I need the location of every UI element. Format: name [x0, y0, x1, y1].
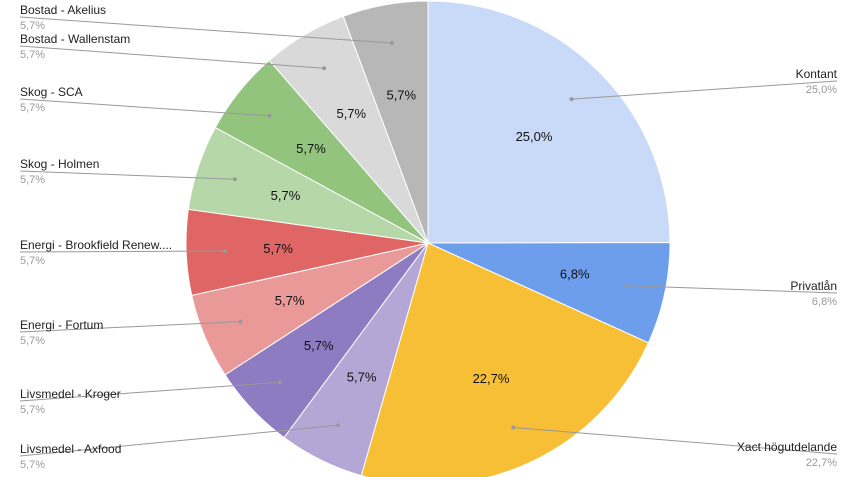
- callout-name-kontant: Kontant: [796, 67, 838, 81]
- callout-value-energi-fortum: 5,7%: [20, 335, 45, 347]
- callout-line-privatl-n: [626, 285, 838, 294]
- callout-value-xact-h-gutdelande: 22,7%: [806, 457, 837, 469]
- callout-line-skog-sca: [19, 98, 270, 117]
- callout-dot-skog-holmen: [232, 177, 237, 182]
- callout-line-livsmedel-axfood: [19, 424, 339, 457]
- callout-dot-bostad-akelius: [389, 41, 394, 45]
- callout-dot-energi-brookfield-renew: [222, 249, 227, 253]
- slice-value-label-energi-brookfield-renew: 5,7%: [263, 241, 293, 256]
- callout-value-privatl-n: 6,8%: [812, 296, 837, 308]
- callout-line-xact-h-gutdelande: [513, 427, 838, 455]
- callout-line-skog-holmen: [19, 170, 235, 180]
- callout-value-bostad-akelius: 5,7%: [20, 20, 45, 32]
- callout-dot-xact-h-gutdelande: [511, 425, 516, 430]
- callout-dot-livsmedel-axfood: [336, 423, 341, 428]
- callout-name-skog-holmen: Skog - Holmen: [20, 157, 99, 171]
- slice-value-label-kontant: 25,0%: [516, 129, 553, 144]
- slice-value-label-livsmedel-kroger: 5,7%: [304, 338, 334, 353]
- callout-name-livsmedel-kroger: Livsmedel - Kroger: [20, 387, 121, 401]
- callout-line-energi-fortum: [19, 321, 241, 333]
- callout-dot-privatl-n: [624, 283, 629, 288]
- callout-line-kontant: [571, 80, 838, 100]
- slice-value-label-privatl-n: 6,8%: [560, 267, 590, 282]
- callout-value-bostad-wallenstam: 5,7%: [20, 49, 45, 61]
- callout-name-energi-fortum: Energi - Fortum: [20, 318, 103, 332]
- callout-line-livsmedel-kroger: [19, 381, 280, 402]
- callout-value-skog-holmen: 5,7%: [20, 174, 45, 186]
- callout-name-xact-h-gutdelande: Xact högutdelande: [737, 440, 837, 454]
- slice-value-label-skog-holmen: 5,7%: [271, 188, 301, 203]
- pie-slices: [185, 0, 671, 477]
- callout-value-livsmedel-kroger: 5,7%: [20, 404, 45, 416]
- callout-dot-livsmedel-kroger: [277, 380, 282, 385]
- callout-name-energi-brookfield-renew: Energi - Brookfield Renew....: [20, 238, 172, 252]
- slice-value-label-bostad-wallenstam: 5,7%: [336, 106, 366, 121]
- callout-line-bostad-akelius: [19, 16, 392, 44]
- callout-value-energi-brookfield-renew: 5,7%: [20, 255, 45, 267]
- callout-line-bostad-wallenstam: [19, 45, 325, 69]
- callout-value-livsmedel-axfood: 5,7%: [20, 459, 45, 471]
- slice-value-label-skog-sca: 5,7%: [296, 141, 326, 156]
- slice-value-label-energi-fortum: 5,7%: [275, 293, 305, 308]
- slice-value-labels: 25,0% 6,8% 22,7% 5,7% 5,7% 5,7% 5,7% 5,7% 5,7% 5,…: [263, 87, 590, 386]
- pie-slice-xact-h-gutdelande: [360, 242, 650, 477]
- slice-value-label-xact-h-gutdelande: 22,7%: [473, 371, 510, 386]
- pie-slice-kontant: [427, 0, 671, 244]
- callout-name-livsmedel-axfood: Livsmedel - Axfood: [20, 442, 121, 456]
- callout-name-bostad-akelius: Bostad - Akelius: [20, 3, 106, 17]
- callout-value-kontant: 25,0%: [806, 84, 837, 96]
- callout-value-skog-sca: 5,7%: [20, 102, 45, 114]
- pie-slice-bostad-akelius: [342, 0, 429, 244]
- callout-dot-kontant: [569, 97, 574, 102]
- callout-name-bostad-wallenstam: Bostad - Wallenstam: [20, 32, 130, 46]
- callout-dot-bostad-wallenstam: [322, 66, 327, 71]
- callout-name-skog-sca: Skog - SCA: [20, 85, 83, 99]
- callout-name-privatl-n: Privatlån: [790, 279, 837, 293]
- slice-value-label-bostad-akelius: 5,7%: [386, 87, 416, 102]
- callout-dot-skog-sca: [267, 113, 272, 118]
- callout-dot-energi-fortum: [238, 319, 243, 324]
- slice-value-label-livsmedel-axfood: 5,7%: [347, 370, 377, 385]
- callout-line-energi-brookfield-renew: [19, 250, 225, 253]
- callout-labels: Kontant 25,0% Privatlån 6,8% Xact högutdelan…: [19, 3, 838, 471]
